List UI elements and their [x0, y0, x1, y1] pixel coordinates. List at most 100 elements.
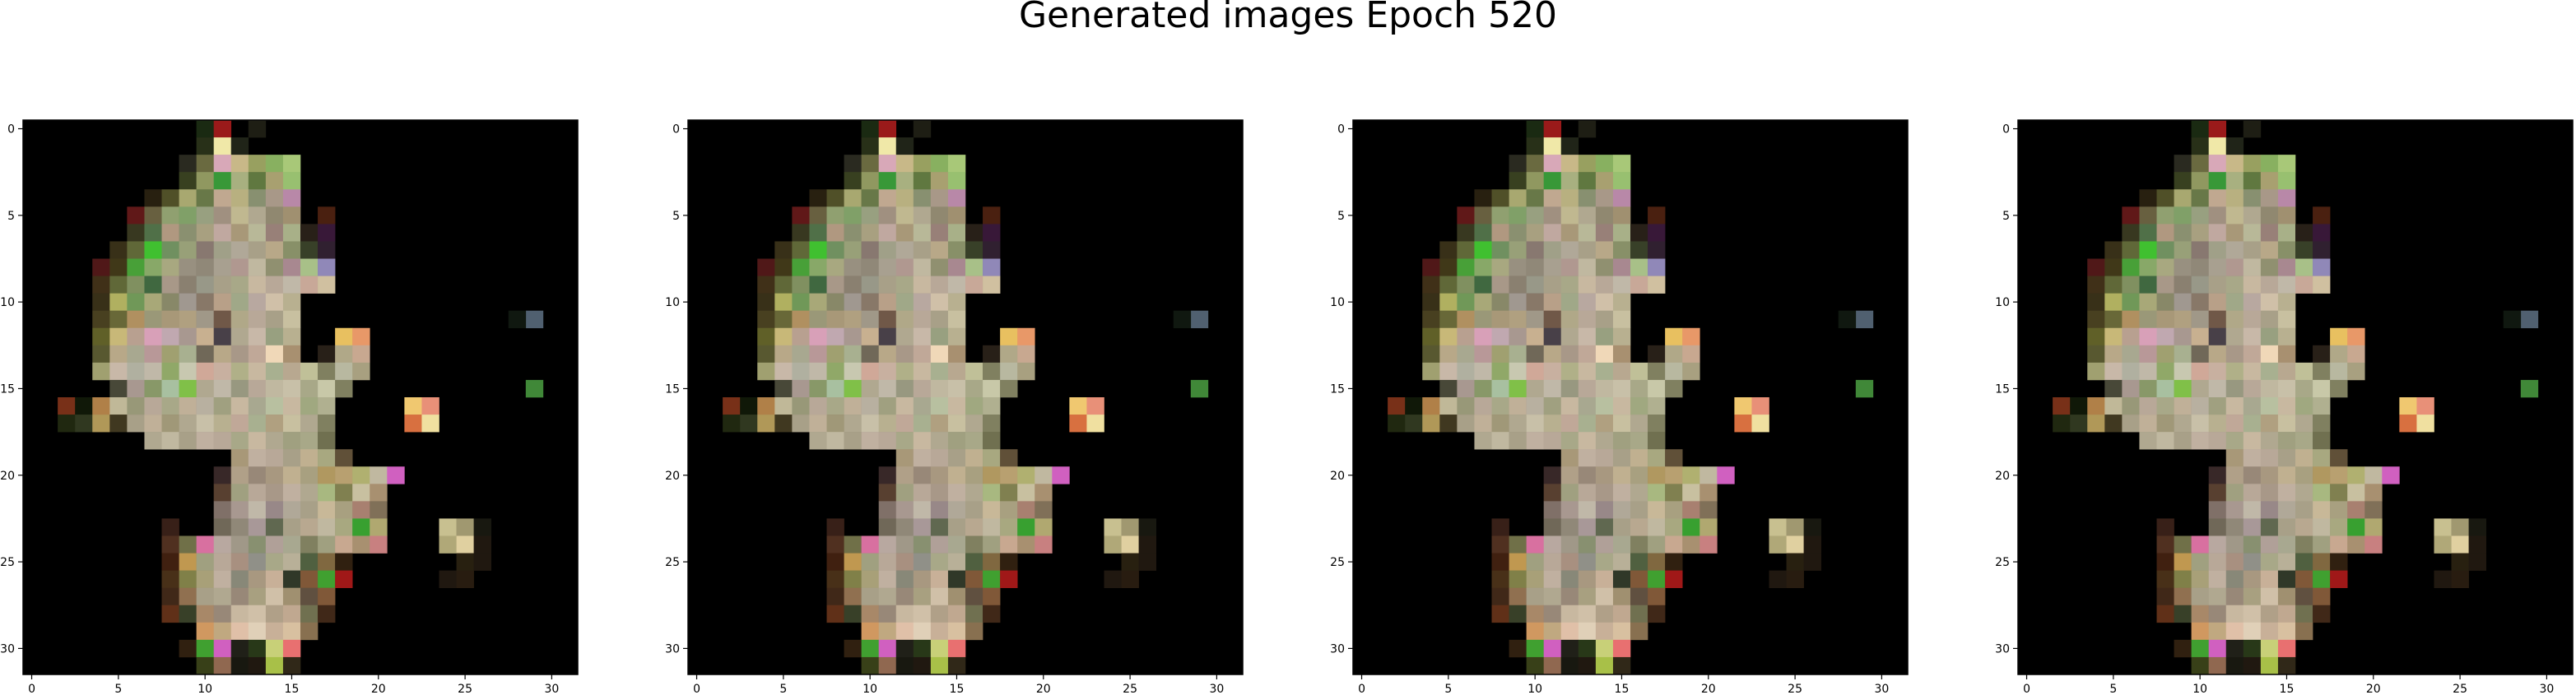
pixel-cell	[230, 258, 249, 276]
figure-title: Generated images Epoch 520	[1018, 0, 1558, 36]
pixel-cell	[895, 189, 914, 207]
pixel-cell	[1612, 310, 1631, 329]
pixel-cell	[2243, 415, 2262, 433]
pixel-cell	[127, 276, 145, 294]
pixel-cell	[2277, 587, 2296, 606]
pixel-cell	[352, 345, 370, 364]
pixel-cell	[965, 622, 983, 641]
pixel-cell	[2313, 501, 2331, 519]
pixel-cell	[2364, 484, 2383, 502]
pixel-cell	[947, 310, 966, 329]
pixel-cell	[983, 345, 1001, 364]
pixel-cell	[1190, 379, 1209, 398]
pixel-cell	[2104, 345, 2123, 364]
pixel-cell	[248, 553, 267, 571]
pixel-cell	[196, 276, 214, 294]
pixel-cell	[2277, 241, 2296, 259]
pixel-cell	[1648, 362, 1666, 381]
pixel-cell	[1069, 415, 1087, 433]
pixel-cell	[2434, 535, 2452, 554]
pixel-cell	[1630, 379, 1648, 398]
pixel-cell	[2208, 345, 2227, 364]
pixel-cell	[282, 518, 301, 536]
pixel-cell	[213, 656, 232, 675]
pixel-cell	[421, 397, 439, 415]
pixel-cell	[352, 362, 370, 381]
pixel-cell	[2277, 466, 2296, 484]
pixel-cell	[2225, 379, 2244, 398]
pixel-cell	[179, 570, 197, 588]
pixel-cell	[2191, 206, 2209, 225]
pixel-cell	[2225, 293, 2244, 311]
pixel-cell	[300, 415, 319, 433]
pixel-cell	[1560, 397, 1579, 415]
pixel-cell	[456, 535, 474, 554]
pixel-cell	[947, 432, 966, 450]
pixel-cell	[878, 605, 897, 623]
pixel-cell	[1491, 327, 1509, 346]
pixel-cell	[248, 432, 267, 450]
pixel-cell	[895, 362, 914, 381]
pixel-cell	[230, 379, 249, 398]
pixel-cell	[179, 535, 197, 554]
pixel-cell	[913, 293, 932, 311]
pixel-cell	[179, 224, 197, 242]
pixel-cell	[282, 224, 301, 242]
pixel-cell	[913, 327, 932, 346]
pixel-cell	[1578, 622, 1597, 641]
pixel-cell	[2295, 362, 2313, 381]
pixel-cell	[1595, 172, 1614, 190]
pixel-cell	[947, 155, 966, 173]
pixel-cell	[2260, 327, 2279, 346]
pixel-cell	[2208, 415, 2227, 433]
pixel-cell	[1630, 622, 1648, 641]
pixel-cell	[2208, 379, 2227, 398]
pixel-cell	[2260, 466, 2279, 484]
pixel-cell	[2295, 224, 2313, 242]
pixel-cell	[947, 466, 966, 484]
pixel-cell	[947, 379, 966, 398]
pixel-cell	[1543, 293, 1562, 311]
pixel-cell	[1526, 415, 1544, 433]
pixel-cell	[2225, 484, 2244, 502]
pixel-cell	[2208, 501, 2227, 519]
pixel-cell	[1595, 345, 1614, 364]
pixel-cell	[2139, 415, 2157, 433]
pixel-cell	[1526, 327, 1544, 346]
pixel-cell	[1526, 155, 1544, 173]
pixel-cell	[861, 535, 879, 554]
pixel-cell	[335, 518, 353, 536]
pixel-cell	[1509, 327, 1527, 346]
pixel-cell	[1509, 293, 1527, 311]
pixel-cell	[1612, 656, 1631, 675]
pixel-cell	[1595, 535, 1614, 554]
pixel-cell	[1630, 466, 1648, 484]
pixel-cell	[2416, 415, 2434, 433]
pixel-cell	[248, 276, 267, 294]
pixel-cell	[1474, 415, 1492, 433]
pixel-cell	[844, 310, 862, 329]
pixel-cell	[757, 397, 775, 415]
pixel-cell	[861, 120, 879, 138]
pixel-cell	[248, 206, 267, 225]
pixel-cell	[2191, 276, 2209, 294]
pixel-cell	[2156, 224, 2174, 242]
pixel-cell	[878, 518, 897, 536]
pixel-cell	[913, 172, 932, 190]
pixel-cell	[230, 137, 249, 155]
pixel-cell	[723, 397, 741, 415]
pixel-cell	[282, 587, 301, 606]
pixel-cell	[861, 639, 879, 658]
pixel-cell	[1509, 605, 1527, 623]
pixel-cell	[265, 293, 284, 311]
pixel-cell	[161, 345, 179, 364]
pixel-cell	[2277, 553, 2296, 571]
pixel-cell	[265, 379, 284, 398]
pixel-cell	[282, 379, 301, 398]
pixel-cell	[144, 206, 162, 225]
pixel-cell	[2139, 310, 2157, 329]
pixel-cell	[300, 605, 319, 623]
pixel-cell	[1526, 587, 1544, 606]
pixel-cell	[1491, 258, 1509, 276]
pixel-cell	[1560, 206, 1579, 225]
